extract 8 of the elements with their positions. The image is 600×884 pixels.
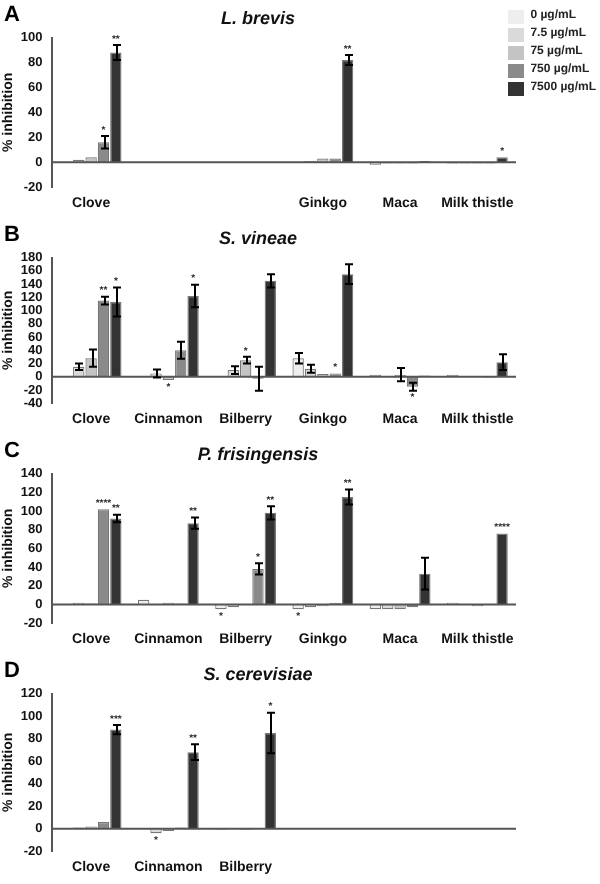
chart-title: P. frisingensis bbox=[197, 443, 319, 464]
text: D bbox=[4, 659, 20, 684]
chart-title: S. vineae bbox=[218, 227, 298, 248]
chart-title: S. cerevisiae bbox=[203, 663, 313, 684]
chart-title: L. brevis bbox=[220, 7, 296, 28]
text: A bbox=[4, 3, 20, 28]
text: C bbox=[4, 439, 20, 464]
text: B bbox=[4, 223, 20, 248]
